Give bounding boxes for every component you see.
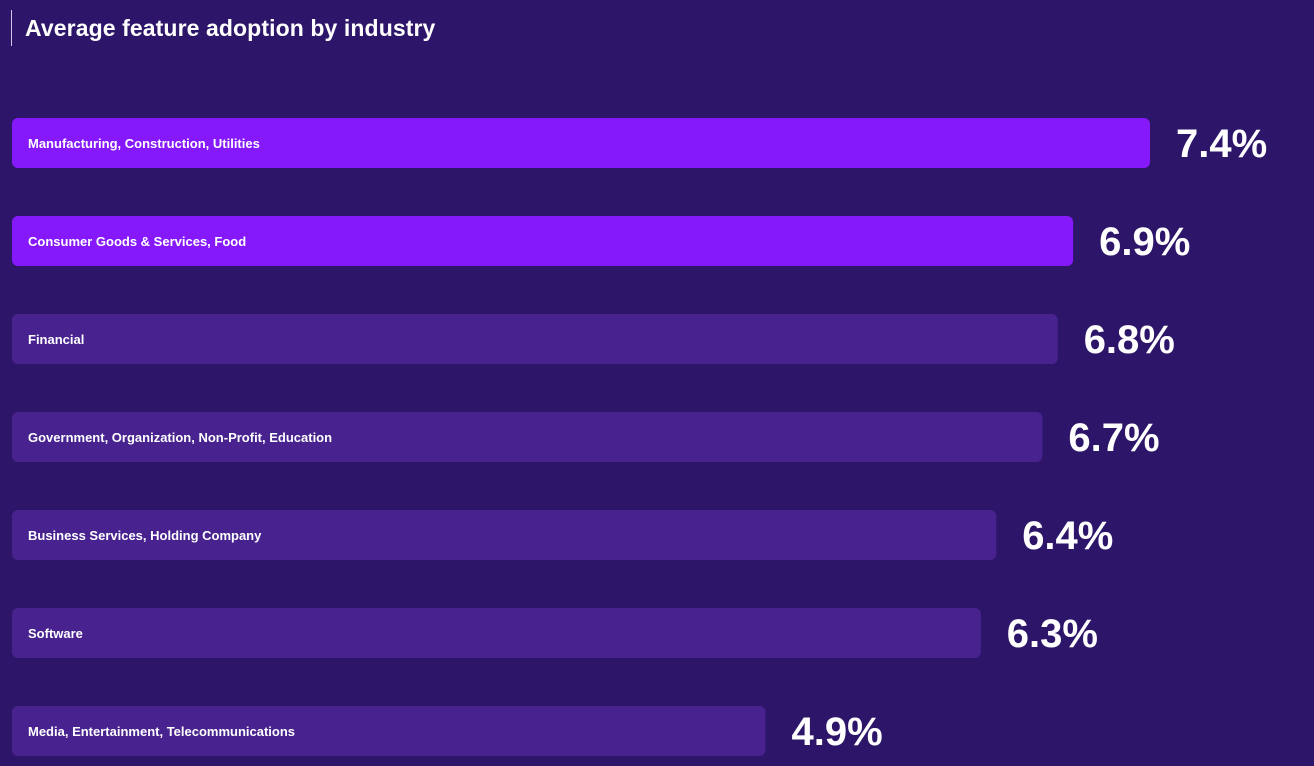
bar-category-label: Manufacturing, Construction, Utilities bbox=[28, 136, 260, 151]
bar-value-label: 6.7% bbox=[1068, 416, 1159, 460]
bar-group: Media, Entertainment, Telecommunications… bbox=[12, 706, 883, 756]
bar-category-label: Media, Entertainment, Telecommunications bbox=[28, 724, 295, 739]
bar-group: Software 6.3% bbox=[12, 608, 1098, 658]
bar bbox=[12, 314, 1058, 364]
bar-group: Business Services, Holding Company 6.4% bbox=[12, 510, 1113, 560]
bar-category-label: Software bbox=[28, 626, 83, 641]
title-container: Average feature adoption by industry bbox=[11, 10, 435, 46]
bar-value-label: 6.3% bbox=[1007, 612, 1098, 656]
bar-value-label: 7.4% bbox=[1176, 122, 1267, 166]
bar-category-label: Business Services, Holding Company bbox=[28, 528, 262, 543]
bar bbox=[12, 510, 997, 560]
bar-category-label: Government, Organization, Non-Profit, Ed… bbox=[28, 430, 332, 445]
bar bbox=[12, 608, 981, 658]
bar-group: Financial 6.8% bbox=[12, 314, 1175, 364]
bar bbox=[12, 706, 766, 756]
bar-category-label: Consumer Goods & Services, Food bbox=[28, 234, 246, 249]
bar-value-label: 6.4% bbox=[1022, 514, 1113, 558]
bar-category-label: Financial bbox=[28, 332, 84, 347]
bar-group: Consumer Goods & Services, Food 6.9% bbox=[12, 216, 1190, 266]
bar-value-label: 6.8% bbox=[1084, 318, 1175, 362]
bar-group: Government, Organization, Non-Profit, Ed… bbox=[12, 412, 1160, 462]
bar-group: Manufacturing, Construction, Utilities 7.… bbox=[12, 118, 1267, 168]
bar bbox=[12, 412, 1043, 462]
bar bbox=[12, 216, 1074, 266]
chart-title: Average feature adoption by industry bbox=[25, 14, 436, 41]
bar bbox=[12, 118, 1150, 168]
bar-value-label: 4.9% bbox=[792, 710, 883, 754]
bar-value-label: 6.9% bbox=[1099, 220, 1190, 264]
